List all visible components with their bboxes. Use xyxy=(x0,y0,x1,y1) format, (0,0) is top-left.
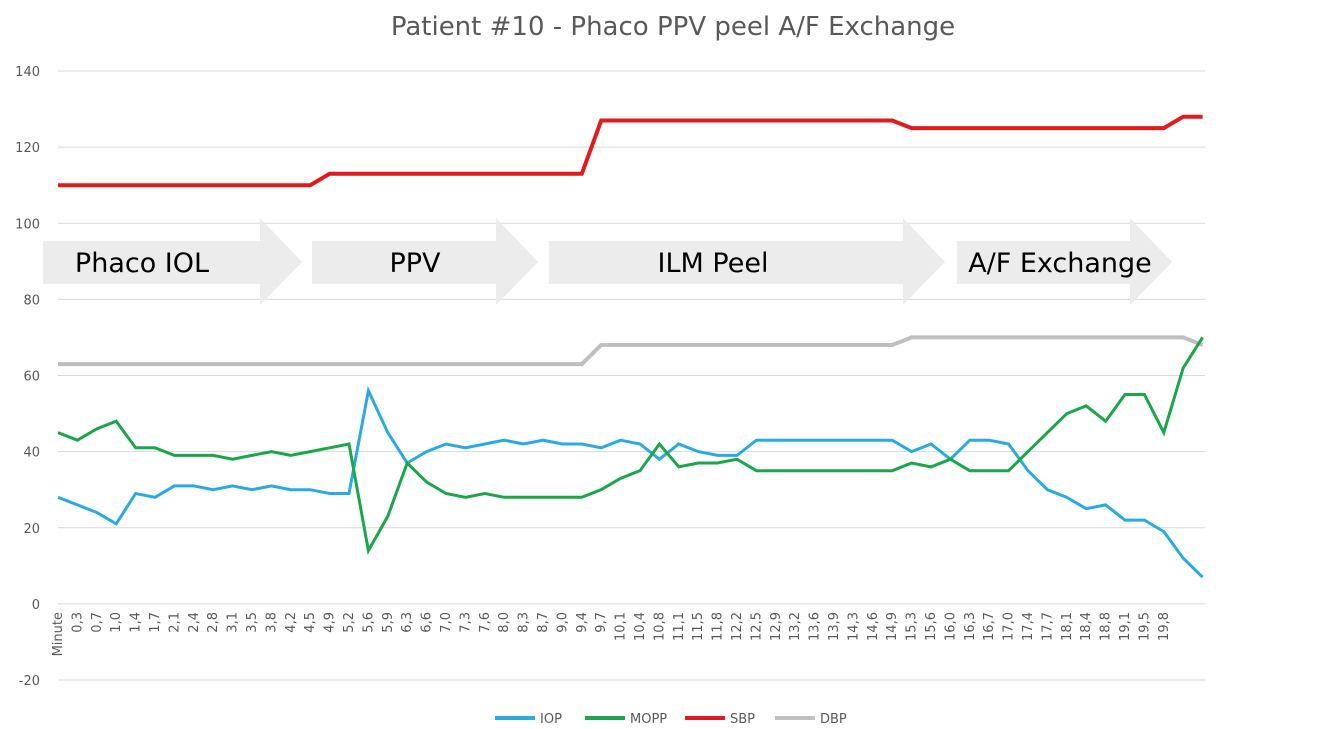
x-tick-label: 2,4 xyxy=(187,612,202,633)
stage-arrow xyxy=(312,218,538,305)
x-tick-label: 5,9 xyxy=(381,612,396,633)
series-line xyxy=(57,385,1204,579)
y-tick-label: 0 xyxy=(32,598,40,613)
x-tick-label: 2,8 xyxy=(206,612,221,633)
x-tick-label: 1,4 xyxy=(129,612,144,633)
stage-arrow xyxy=(549,218,945,305)
x-tick-label: 9,4 xyxy=(575,612,590,633)
series-line xyxy=(57,336,1204,555)
x-tick-label: 2,1 xyxy=(167,612,182,633)
x-tick-label: 19,1 xyxy=(1118,612,1133,641)
x-tick-label: 10,4 xyxy=(633,612,648,641)
x-tick-label: 1,0 xyxy=(109,612,124,633)
x-tick-label: 17,4 xyxy=(1021,612,1036,641)
x-tick-label: 8,7 xyxy=(536,612,551,633)
x-tick-label: 7,0 xyxy=(439,612,454,633)
y-tick-label: 40 xyxy=(23,446,40,461)
x-tick-label: 4,9 xyxy=(323,612,338,633)
x-tick-label: 9,7 xyxy=(594,612,609,633)
stage-label: ILM Peel xyxy=(658,248,769,279)
x-tick-label: 0,3 xyxy=(70,612,85,633)
x-tick-label: 11,5 xyxy=(691,612,706,641)
x-tick-label: Minute xyxy=(51,612,66,656)
x-tick-label: 17,0 xyxy=(1002,612,1017,641)
x-tick-label: 18,1 xyxy=(1060,612,1075,641)
legend-label: IOP xyxy=(540,712,562,725)
x-tick-label: 4,5 xyxy=(303,612,318,633)
x-tick-label: 16,0 xyxy=(943,612,958,641)
x-tick-label: 1,7 xyxy=(148,612,163,633)
x-tick-label: 13,6 xyxy=(808,612,823,641)
x-tick-label: 18,8 xyxy=(1099,612,1114,641)
x-tick-label: 5,2 xyxy=(342,612,357,633)
y-tick-label: -20 xyxy=(19,674,40,689)
x-tick-label: 0,7 xyxy=(90,612,105,633)
chart-title: Patient #10 - Phaco PPV peel A/F Exchang… xyxy=(391,12,955,42)
x-tick-label: 6,3 xyxy=(400,612,415,633)
x-tick-label: 7,3 xyxy=(458,612,473,633)
x-tick-label: 14,6 xyxy=(866,612,881,641)
x-tick-label: 16,3 xyxy=(963,612,978,641)
y-tick-label: 80 xyxy=(23,293,40,308)
stage-label: A/F Exchange xyxy=(968,248,1152,279)
series-line xyxy=(58,114,1203,188)
x-tick-label: 5,6 xyxy=(361,612,376,633)
x-tick-label: 10,1 xyxy=(614,612,629,641)
x-tick-label: 14,9 xyxy=(885,612,900,641)
y-tick-label: 100 xyxy=(15,217,40,232)
stage-arrow xyxy=(957,218,1172,305)
x-tick-label: 17,7 xyxy=(1040,612,1055,641)
x-tick-label: 13,9 xyxy=(827,612,842,641)
y-tick-label: 140 xyxy=(15,65,40,80)
x-tick-label: 7,6 xyxy=(478,612,493,633)
y-tick-label: 120 xyxy=(15,141,40,156)
x-tick-label: 6,6 xyxy=(420,612,435,633)
legend-label: MOPP xyxy=(630,712,667,725)
x-tick-label: 16,7 xyxy=(982,612,997,641)
x-tick-label: 3,8 xyxy=(264,612,279,633)
stage-label: Phaco IOL xyxy=(75,248,209,279)
x-tick-label: 3,5 xyxy=(245,612,260,633)
x-tick-label: 14,3 xyxy=(846,612,861,641)
x-tick-label: 13,2 xyxy=(788,612,803,641)
stage-arrow xyxy=(43,218,302,305)
series-line xyxy=(58,335,1204,367)
x-tick-label: 19,8 xyxy=(1157,612,1172,641)
x-tick-label: 12,9 xyxy=(769,612,784,641)
x-tick-label: 9,0 xyxy=(555,612,570,633)
x-tick-label: 18,4 xyxy=(1079,612,1094,641)
legend-label: DBP xyxy=(820,712,847,725)
x-tick-label: 10,8 xyxy=(652,612,667,641)
legend-label: SBP xyxy=(730,712,755,725)
x-tick-label: 19,5 xyxy=(1137,612,1152,641)
x-tick-label: 15,3 xyxy=(905,612,920,641)
y-tick-label: 60 xyxy=(23,370,40,385)
x-tick-label: 4,2 xyxy=(284,612,299,633)
x-tick-label: 15,6 xyxy=(924,612,939,641)
x-tick-label: 12,5 xyxy=(749,612,764,641)
x-tick-label: 11,1 xyxy=(672,612,687,641)
x-tick-label: 12,2 xyxy=(730,612,745,641)
x-tick-label: 8,3 xyxy=(517,612,532,633)
x-tick-label: 8,0 xyxy=(497,612,512,633)
x-tick-label: 11,8 xyxy=(711,612,726,641)
y-tick-label: 20 xyxy=(23,522,40,537)
stage-label: PPV xyxy=(389,248,441,279)
x-tick-label: 3,1 xyxy=(226,612,241,633)
